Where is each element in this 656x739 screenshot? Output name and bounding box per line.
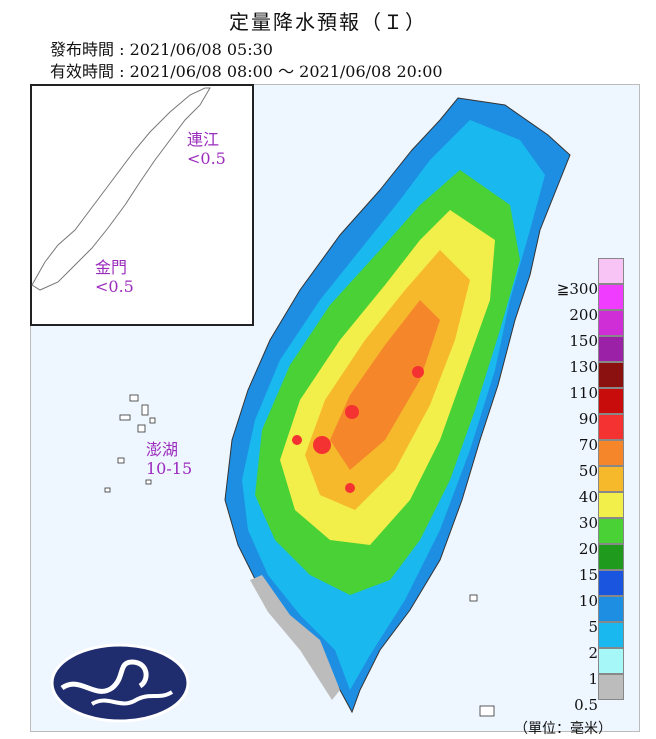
legend-swatch bbox=[598, 570, 624, 596]
legend-tick-label: 30 bbox=[578, 514, 598, 532]
legend-swatch bbox=[598, 492, 624, 518]
legend-swatch bbox=[598, 648, 624, 674]
legend-swatch bbox=[598, 284, 624, 310]
penghu-value: 10-15 bbox=[146, 459, 193, 478]
legend-colorbar bbox=[598, 258, 624, 700]
legend-tick-label: 40 bbox=[578, 488, 598, 506]
legend-tick-label: 15 bbox=[578, 566, 598, 584]
legend-tick-label: 0.5 bbox=[574, 696, 598, 714]
lienchiang-name: 連江 bbox=[187, 130, 220, 149]
legend-swatch bbox=[598, 362, 624, 388]
legend-tick-label: 70 bbox=[578, 436, 598, 454]
legend-tick-label: 130 bbox=[569, 358, 598, 376]
legend-swatch bbox=[598, 258, 624, 284]
rain-cell-red-1 bbox=[313, 436, 331, 454]
map-title: 定量降水預報（Ｉ） bbox=[229, 10, 427, 34]
legend-swatch bbox=[598, 414, 624, 440]
legend-tick-label: ≧300 bbox=[556, 280, 598, 298]
legend-swatch bbox=[598, 310, 624, 336]
legend-swatch bbox=[598, 674, 624, 700]
legend-tick-label: 110 bbox=[569, 384, 598, 402]
legend-tick-label: 20 bbox=[578, 540, 598, 558]
legend-swatch bbox=[598, 596, 624, 622]
rain-band-dark-orange bbox=[330, 300, 440, 470]
legend-tick-label: 200 bbox=[569, 306, 598, 324]
rain-cell-red-3 bbox=[412, 366, 424, 378]
legend-swatch bbox=[598, 388, 624, 414]
rain-cell-red-2 bbox=[345, 405, 359, 419]
kinmen-value: <0.5 bbox=[95, 277, 134, 296]
legend-tick-label: 90 bbox=[578, 410, 598, 428]
china-coast bbox=[31, 87, 211, 291]
legend-swatch bbox=[598, 440, 624, 466]
legend-tick-label: 150 bbox=[569, 332, 598, 350]
unit-label: （單位：毫米） bbox=[514, 721, 612, 737]
kinmen-name: 金門 bbox=[95, 258, 128, 277]
legend-tick-label: 5 bbox=[588, 618, 598, 636]
legend-swatch bbox=[598, 336, 624, 362]
legend-swatch bbox=[598, 518, 624, 544]
legend-swatch bbox=[598, 544, 624, 570]
rain-band-grey bbox=[250, 575, 340, 700]
issue-time: 發布時間 : 2021/06/08 05:30 bbox=[50, 40, 273, 59]
legend-swatch bbox=[598, 466, 624, 492]
penghu-islands bbox=[104, 394, 156, 493]
legend-tick-label: 2 bbox=[588, 644, 598, 662]
kinmen-label: 金門 <0.5 bbox=[95, 258, 134, 296]
valid-time: 有效時間 : 2021/06/08 08:00 ～ 2021/06/08 20:… bbox=[50, 62, 443, 81]
legend-tick-label: 50 bbox=[578, 462, 598, 480]
rain-cell-red-5 bbox=[292, 435, 302, 445]
inset-kinmen-matsu bbox=[30, 84, 254, 326]
penghu-label: 澎湖 10-15 bbox=[146, 440, 192, 478]
lienchiang-label: 連江 <0.5 bbox=[187, 130, 226, 168]
legend-tick-label: 1 bbox=[588, 670, 598, 688]
rain-cell-red-4 bbox=[345, 483, 355, 493]
legend-tick-label: 10 bbox=[578, 592, 598, 610]
lienchiang-value: <0.5 bbox=[187, 149, 226, 168]
orchid-island bbox=[479, 705, 495, 717]
legend-swatch bbox=[598, 622, 624, 648]
green-island bbox=[469, 594, 478, 602]
penghu-name: 澎湖 bbox=[146, 440, 179, 459]
